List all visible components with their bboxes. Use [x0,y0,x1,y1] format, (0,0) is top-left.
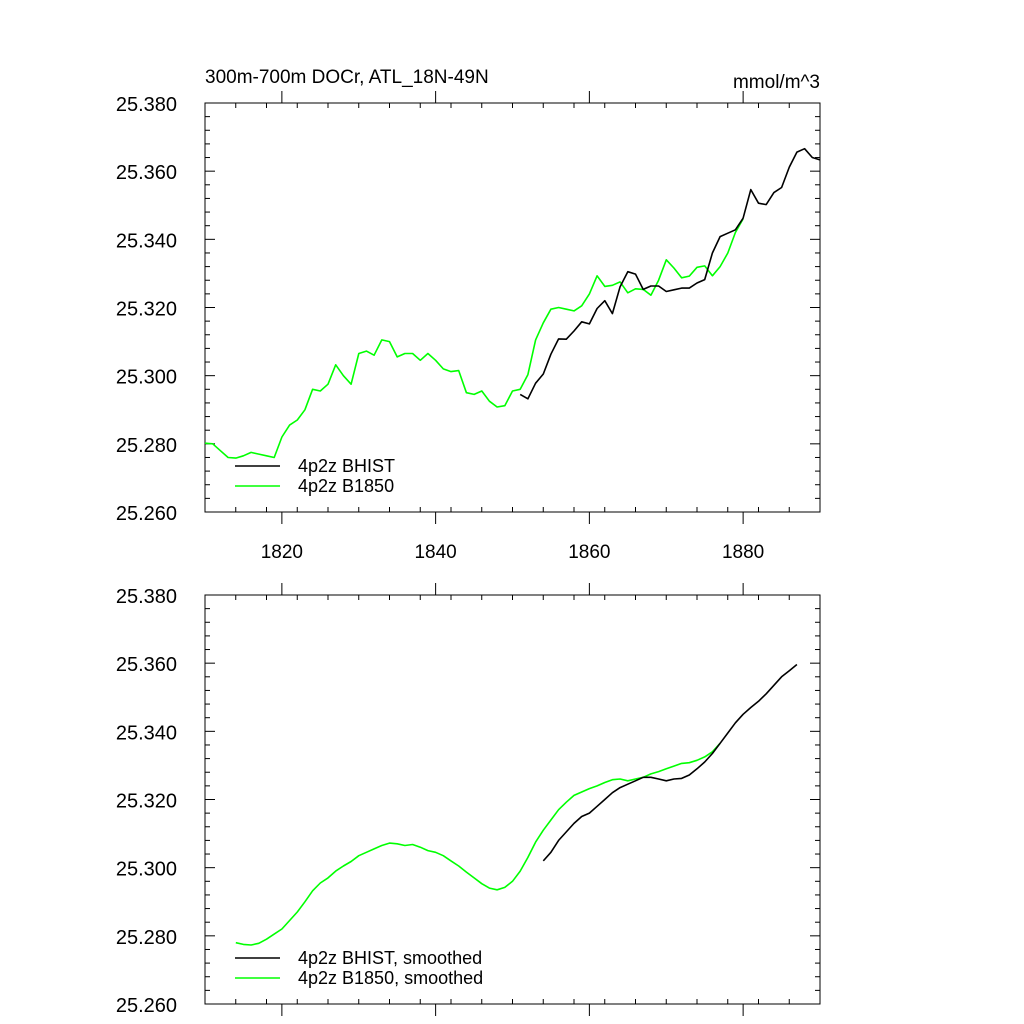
chart-panel-2: 25.260 25.280 25.300 25.320 25.340 25.360 25.3… [116,583,821,1017]
y-tick-label: 25.280 [116,927,177,949]
plot-frame [204,102,821,513]
y-tick-label: 25.340 [116,230,177,252]
series-line [204,218,744,459]
series-line [519,147,821,400]
y-tick-label: 25.380 [116,586,177,608]
y-tick-label: 25.280 [116,435,177,457]
y-tick-label: 25.380 [116,94,177,116]
y-tick-label: 25.320 [116,791,177,813]
plot-frame [204,594,821,1005]
x-tick-label: 1840 [414,542,456,563]
chart-panel-1: 1820 1840 1860 1880 25.260 25.280 25.300 25.320… [116,67,821,563]
legend-label: 4p2z B1850, smoothed [298,968,483,988]
legend-label: 4p2z BHIST, smoothed [298,948,482,968]
x-tick-label: 1880 [722,542,764,563]
y-tick-label: 25.320 [116,299,177,321]
y-tick-label: 25.360 [116,654,177,676]
x-tick-label: 1820 [261,542,303,563]
y-tick-label: 25.300 [116,859,177,881]
x-tick-label: 1860 [568,542,610,563]
chart-title: 300m-700m DOCr, ATL_18N-49N [205,67,489,88]
y-tick-label: 25.360 [116,162,177,184]
y-tick-label: 25.300 [116,367,177,389]
y-tick-label: 25.260 [116,995,177,1017]
legend-label: 4p2z BHIST [298,456,395,476]
legend-label: 4p2z B1850 [298,476,394,496]
y-tick-label: 25.260 [116,503,177,525]
y-tick-label: 25.340 [116,722,177,744]
series-line [542,663,798,862]
series-line [235,742,721,946]
units-label: mmol/m^3 [733,72,820,93]
